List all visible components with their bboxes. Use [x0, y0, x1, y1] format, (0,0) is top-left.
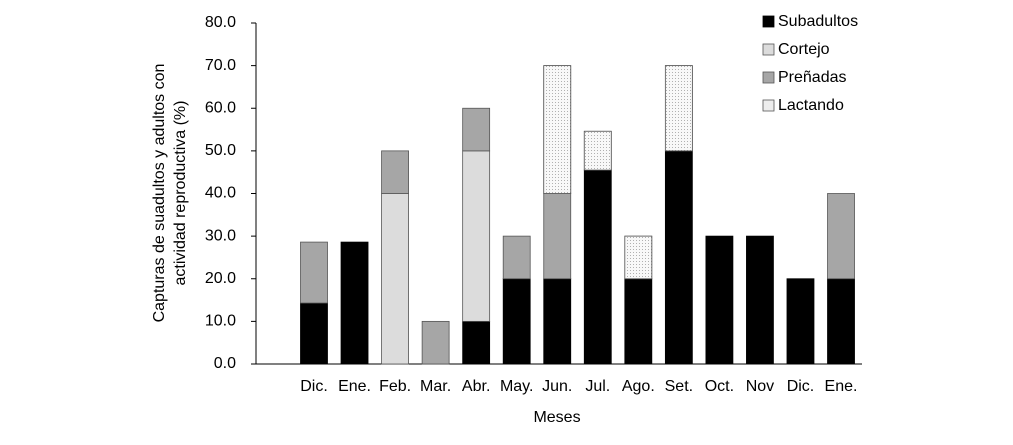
- legend-label: Preñadas: [778, 69, 847, 86]
- bar-segment: [543, 278, 572, 365]
- x-tick-label: Feb.: [379, 378, 411, 395]
- bar-texture: [624, 235, 653, 280]
- bar-segment: [502, 235, 531, 280]
- y-tick-label: 30.0: [205, 227, 236, 244]
- legend-label: Subadultos: [778, 13, 858, 30]
- y-tick-label: 50.0: [205, 142, 236, 159]
- x-tick-label: Oct.: [705, 378, 734, 395]
- bar-segment: [462, 150, 491, 322]
- x-tick-label: Nov: [746, 378, 774, 395]
- bar-segment: [543, 193, 572, 280]
- bar-segment: [462, 320, 491, 365]
- y-tick-label: 20.0: [205, 270, 236, 287]
- bar-segment: [381, 150, 409, 194]
- legend-swatch: [762, 43, 775, 56]
- bar-segment: [300, 302, 328, 365]
- bar-segment: [300, 241, 328, 304]
- y-tick-label: 10.0: [205, 313, 236, 330]
- y-tick-label: 80.0: [205, 14, 236, 31]
- bar-segment: [786, 278, 815, 365]
- x-tick-label: Ago.: [622, 378, 655, 395]
- x-tick-label: Dic.: [787, 378, 815, 395]
- legend-label: Lactando: [778, 97, 844, 114]
- bar-segment: [705, 235, 734, 365]
- x-tick-label: Mar.: [420, 378, 451, 395]
- x-tick-label: Abr.: [462, 378, 490, 395]
- bar-segment: [746, 235, 774, 365]
- bar-segment: [827, 193, 855, 280]
- bar-segment: [624, 278, 653, 365]
- x-tick-label: Jul.: [585, 378, 610, 395]
- bar-segment: [827, 278, 855, 365]
- x-axis-title: Meses: [533, 409, 580, 426]
- y-tick-label: 70.0: [205, 57, 236, 74]
- x-tick-label: Jun.: [542, 378, 572, 395]
- bar-texture: [583, 130, 612, 171]
- bar-segment: [340, 241, 369, 365]
- bar-segment: [381, 193, 409, 365]
- bar-segment: [664, 150, 693, 365]
- legend-label: Cortejo: [778, 41, 830, 58]
- y-axis-title: Capturas de suadultos y adultos con: [151, 64, 168, 323]
- bar-segment: [502, 278, 531, 365]
- bar-segment: [462, 107, 491, 152]
- bar-texture: [543, 65, 572, 194]
- x-tick-label: Dic.: [300, 378, 328, 395]
- legend-swatch: [762, 99, 775, 112]
- x-tick-label: Ene.: [825, 378, 858, 395]
- bar-texture: [664, 65, 693, 152]
- bar-segment: [421, 320, 450, 365]
- x-tick-label: May.: [500, 378, 533, 395]
- x-tick-label: Set.: [665, 378, 693, 395]
- legend-swatch: [762, 15, 775, 28]
- legend-swatch: [762, 71, 775, 84]
- y-axis-title: actividad reproductiva (%): [172, 101, 189, 286]
- y-tick-label: 60.0: [205, 99, 236, 116]
- bar-segment: [583, 169, 612, 365]
- y-tick-label: 40.0: [205, 185, 236, 202]
- y-tick-label: 0.0: [214, 355, 236, 372]
- x-tick-label: Ene.: [338, 378, 371, 395]
